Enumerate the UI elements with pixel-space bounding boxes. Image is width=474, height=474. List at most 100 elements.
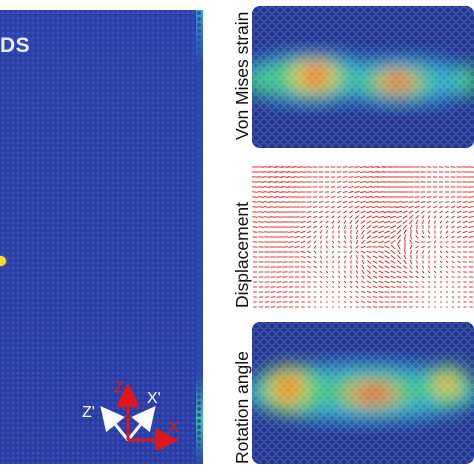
displacement-vector bbox=[462, 206, 468, 208]
displacement-vector bbox=[263, 191, 271, 193]
displacement-vector bbox=[287, 176, 295, 178]
displacement-vector bbox=[366, 270, 372, 274]
displacement-vector bbox=[331, 191, 335, 193]
axis-x-label: X bbox=[168, 419, 179, 436]
displacement-vector bbox=[462, 236, 468, 238]
displacement-vector bbox=[313, 281, 317, 283]
displacement-vector bbox=[343, 215, 347, 219]
displacement-vector bbox=[427, 250, 431, 254]
displacement-vector bbox=[294, 226, 300, 228]
displacement-vector bbox=[371, 186, 379, 188]
displacement-vector bbox=[252, 211, 258, 213]
displacement-vector bbox=[396, 224, 402, 230]
displacement-vector bbox=[320, 240, 322, 244]
displacement-vector bbox=[332, 255, 334, 259]
displacement-vector bbox=[434, 260, 436, 264]
displacement-vector bbox=[433, 201, 437, 203]
displacement-vector bbox=[439, 201, 443, 203]
displacement-vector bbox=[445, 225, 449, 229]
displacement-vector bbox=[462, 225, 468, 229]
displacement-vector bbox=[313, 240, 317, 244]
displacement-vector bbox=[415, 286, 419, 288]
label-displacement: Displacement bbox=[232, 201, 252, 308]
displacement-vector bbox=[439, 271, 443, 273]
displacement-vector bbox=[433, 240, 437, 244]
displacement-vector bbox=[451, 235, 455, 239]
displacement-vector bbox=[456, 201, 462, 203]
displacement-vector bbox=[457, 235, 461, 239]
displacement-vector bbox=[414, 210, 420, 214]
displacement-vector bbox=[440, 230, 442, 234]
displacement-vector bbox=[349, 245, 353, 249]
displacement-vector bbox=[378, 235, 384, 239]
displacement-vector bbox=[361, 301, 365, 303]
displacement-vector bbox=[360, 181, 366, 183]
displacement-vector bbox=[409, 244, 413, 250]
displacement-vector bbox=[337, 251, 341, 253]
displacement-vector bbox=[389, 211, 397, 213]
displacement-vector bbox=[342, 186, 348, 188]
displacement-vector bbox=[378, 260, 384, 264]
displacement-vector bbox=[325, 205, 329, 209]
displacement-vector bbox=[361, 259, 365, 265]
displacement-vector bbox=[313, 255, 317, 259]
displacement-vector bbox=[282, 286, 288, 288]
displacement-vector bbox=[344, 275, 346, 279]
displacement-vector bbox=[331, 291, 335, 293]
displacement-vector bbox=[366, 275, 372, 279]
displacement-vector bbox=[371, 166, 379, 168]
displacement-vector bbox=[421, 281, 425, 283]
displacement-vector bbox=[378, 245, 384, 249]
displacement-vector bbox=[263, 186, 271, 188]
displacement-vector bbox=[457, 266, 461, 268]
displacement-vector bbox=[404, 249, 406, 255]
displacement-vector bbox=[457, 271, 461, 273]
displacement-vector bbox=[252, 226, 258, 228]
displacement-vector bbox=[281, 196, 289, 198]
displacement-vector bbox=[276, 281, 282, 283]
displacement-vector bbox=[451, 276, 455, 278]
displacement-vector bbox=[366, 229, 372, 235]
displacement-vector bbox=[252, 201, 258, 203]
displacement-vector bbox=[325, 291, 329, 293]
displacement-vector bbox=[409, 286, 413, 288]
displacement-vector bbox=[307, 240, 311, 244]
displacement-vector bbox=[365, 176, 373, 178]
displacement-vector bbox=[366, 220, 372, 224]
simulation-snapshot-panel bbox=[0, 10, 196, 464]
displacement-vector bbox=[360, 245, 366, 249]
displacement-vector bbox=[331, 205, 335, 209]
displacement-vector bbox=[269, 171, 277, 173]
displacement-vector bbox=[390, 230, 396, 234]
displacement-vector bbox=[361, 306, 365, 308]
displacement-vector bbox=[356, 260, 358, 264]
displacement-vector bbox=[390, 249, 396, 255]
displacement-vector bbox=[427, 215, 431, 219]
displacement-vector bbox=[354, 210, 360, 214]
displacement-vector bbox=[450, 205, 456, 209]
displacement-vector bbox=[378, 296, 384, 298]
displacement-vector bbox=[439, 281, 443, 283]
displacement-vector bbox=[421, 235, 425, 239]
displacement-vector bbox=[325, 270, 329, 274]
displacement-vector bbox=[331, 220, 335, 224]
displacement-vector bbox=[282, 276, 288, 278]
displacement-vector bbox=[439, 210, 443, 214]
displacement-vector bbox=[356, 254, 358, 260]
displacement-vector bbox=[372, 225, 378, 229]
displacement-vector bbox=[313, 276, 317, 278]
displacement-vector bbox=[319, 270, 323, 274]
displacement-vector bbox=[383, 215, 391, 219]
displacement-vector bbox=[427, 281, 431, 283]
displacement-vector bbox=[451, 250, 455, 254]
displacement-vector bbox=[342, 191, 348, 193]
displacement-vector bbox=[258, 211, 264, 213]
displacement-vector bbox=[263, 206, 271, 208]
displacement-vector bbox=[366, 235, 372, 239]
displacement-vector bbox=[390, 255, 396, 259]
displacement-vector bbox=[433, 210, 437, 214]
displacement-vector bbox=[338, 260, 340, 264]
displacement-vector bbox=[275, 191, 283, 193]
displacement-vector bbox=[252, 231, 258, 233]
displacement-vector bbox=[402, 201, 408, 203]
